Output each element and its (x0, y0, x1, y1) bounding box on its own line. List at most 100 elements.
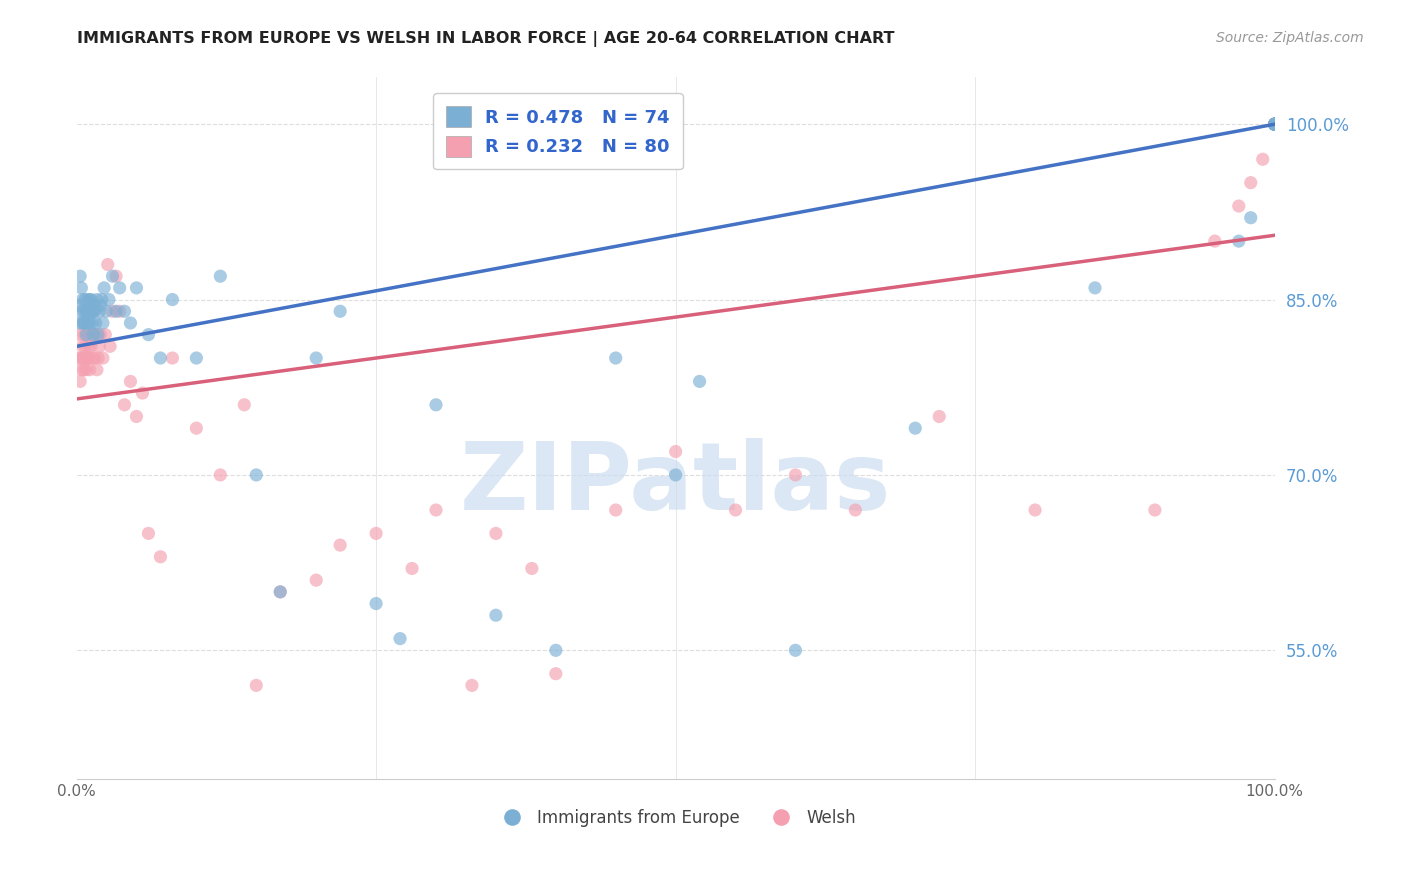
Point (98, 339, 121, 353)
Point (89, 327, 111, 342)
Point (80, 304, 103, 318)
Point (105, 304, 128, 318)
Point (149, 351, 172, 365)
Point (93, 281, 115, 295)
Point (83, 304, 105, 318)
Point (89, 339, 111, 353)
Point (90, 293, 112, 307)
Text: ZIPatlas: ZIPatlas (460, 438, 891, 531)
Point (76, 327, 98, 342)
Point (83, 351, 105, 365)
Point (245, 678, 267, 692)
Point (1264, 117, 1286, 131)
Point (1264, 117, 1286, 131)
Point (67, 316, 90, 330)
Point (461, 678, 484, 692)
Point (544, 666, 567, 681)
Point (73, 293, 96, 307)
Point (75, 304, 97, 318)
Point (67, 327, 90, 342)
Point (75, 362, 97, 376)
Point (162, 351, 184, 365)
Point (82, 304, 104, 318)
Point (138, 327, 160, 342)
Point (108, 281, 131, 295)
Point (82, 327, 104, 342)
Point (82, 316, 104, 330)
Point (364, 597, 387, 611)
Point (305, 573, 328, 587)
Point (186, 351, 208, 365)
Point (80, 327, 103, 342)
Point (1227, 234, 1250, 248)
Point (80, 293, 103, 307)
Point (904, 421, 927, 435)
Point (605, 351, 627, 365)
Point (96, 304, 118, 318)
Point (70, 351, 93, 365)
Point (329, 538, 352, 552)
Point (1251, 153, 1274, 167)
Point (209, 269, 232, 284)
Point (1264, 117, 1286, 131)
Point (1264, 117, 1286, 131)
Point (233, 398, 256, 412)
Point (75, 351, 97, 365)
Point (844, 503, 866, 517)
Point (91, 351, 114, 365)
Point (1264, 117, 1286, 131)
Point (79, 362, 101, 376)
Point (1264, 117, 1286, 131)
Point (76, 351, 98, 365)
Point (425, 398, 447, 412)
Point (389, 632, 412, 646)
Point (79, 316, 101, 330)
Point (1264, 117, 1286, 131)
Point (80, 339, 103, 353)
Point (125, 281, 148, 295)
Point (1264, 117, 1286, 131)
Point (269, 585, 291, 599)
Point (162, 293, 184, 307)
Point (1264, 117, 1286, 131)
Point (89, 298, 111, 312)
Point (73, 339, 96, 353)
Point (72, 293, 94, 307)
Point (665, 444, 688, 458)
Point (120, 316, 142, 330)
Point (1264, 117, 1286, 131)
Point (101, 269, 124, 284)
Point (186, 421, 208, 435)
Point (72, 351, 94, 365)
Point (76, 304, 98, 318)
Point (209, 467, 232, 482)
Point (1264, 117, 1286, 131)
Text: Source: ZipAtlas.com: Source: ZipAtlas.com (1216, 31, 1364, 45)
Point (79, 327, 101, 342)
Text: IMMIGRANTS FROM EUROPE VS WELSH IN LABOR FORCE | AGE 20-64 CORRELATION CHART: IMMIGRANTS FROM EUROPE VS WELSH IN LABOR… (77, 31, 894, 47)
Point (70, 304, 93, 318)
Point (94, 327, 117, 342)
Point (82, 351, 104, 365)
Point (1264, 117, 1286, 131)
Point (97, 258, 120, 272)
Point (69, 375, 91, 389)
Point (77, 351, 100, 365)
Point (425, 503, 447, 517)
Point (1264, 117, 1286, 131)
Point (66, 298, 89, 312)
Point (329, 304, 352, 318)
Point (77, 304, 100, 318)
Point (77, 339, 100, 353)
Point (66, 351, 89, 365)
Point (82, 304, 104, 318)
Point (1143, 503, 1166, 517)
Point (70, 362, 93, 376)
Point (485, 608, 508, 623)
Point (87, 351, 110, 365)
Point (89, 304, 111, 318)
Point (72, 339, 94, 353)
Point (1024, 503, 1046, 517)
Point (364, 526, 387, 541)
Point (73, 327, 96, 342)
